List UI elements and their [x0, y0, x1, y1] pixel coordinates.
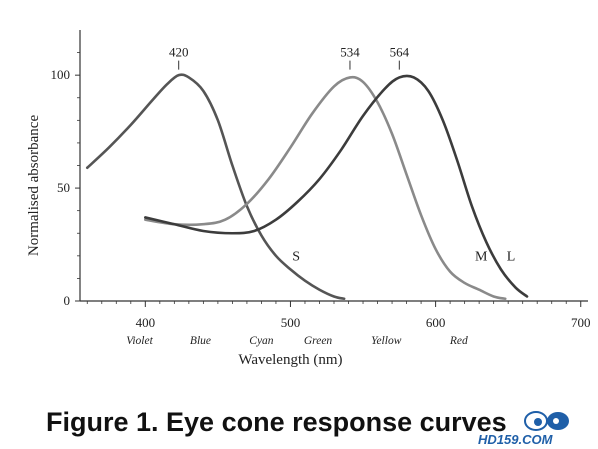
watermark-logo: HD159.COM — [478, 411, 594, 447]
color-band-label-green: Green — [304, 335, 333, 347]
color-band-label-cyan: Cyan — [249, 335, 274, 347]
x-axis-title: Wavelength (nm) — [238, 352, 342, 368]
color-band-label-blue: Blue — [190, 335, 211, 347]
y-tick-label-100: 100 — [51, 67, 71, 82]
chart: 0 50 100 400 500 600 700 Violet Blue Cyan Green Yel… — [26, 30, 591, 368]
series-line-m — [144, 75, 507, 301]
color-band-label-violet: Violet — [126, 335, 153, 347]
watermark-text: HD159.COM — [478, 432, 553, 447]
x-tick-label-400: 400 — [136, 315, 156, 330]
series-line-l — [144, 74, 529, 298]
peak-label-m: 534 — [340, 45, 360, 60]
x-tick-label-600: 600 — [426, 315, 446, 330]
y-tick-label-50: 50 — [57, 180, 70, 195]
x-tick-label-700: 700 — [571, 315, 591, 330]
watermark-eyes-icon — [524, 411, 569, 431]
peak-label-s: 420 — [169, 45, 189, 60]
series-line-s — [85, 73, 346, 301]
figure-caption: Figure 1. Eye cone response curves — [46, 407, 507, 437]
color-band-label-red: Red — [449, 335, 468, 347]
series-label-m: M — [475, 249, 488, 264]
x-tick-label-500: 500 — [281, 315, 301, 330]
y-axis-title: Normalised absorbance — [26, 115, 42, 257]
y-tick-label-0: 0 — [64, 293, 71, 308]
color-band-label-yellow: Yellow — [371, 335, 402, 347]
peak-label-l: 564 — [390, 45, 410, 60]
series-label-l: L — [507, 249, 516, 264]
series-label-s: S — [292, 249, 300, 264]
